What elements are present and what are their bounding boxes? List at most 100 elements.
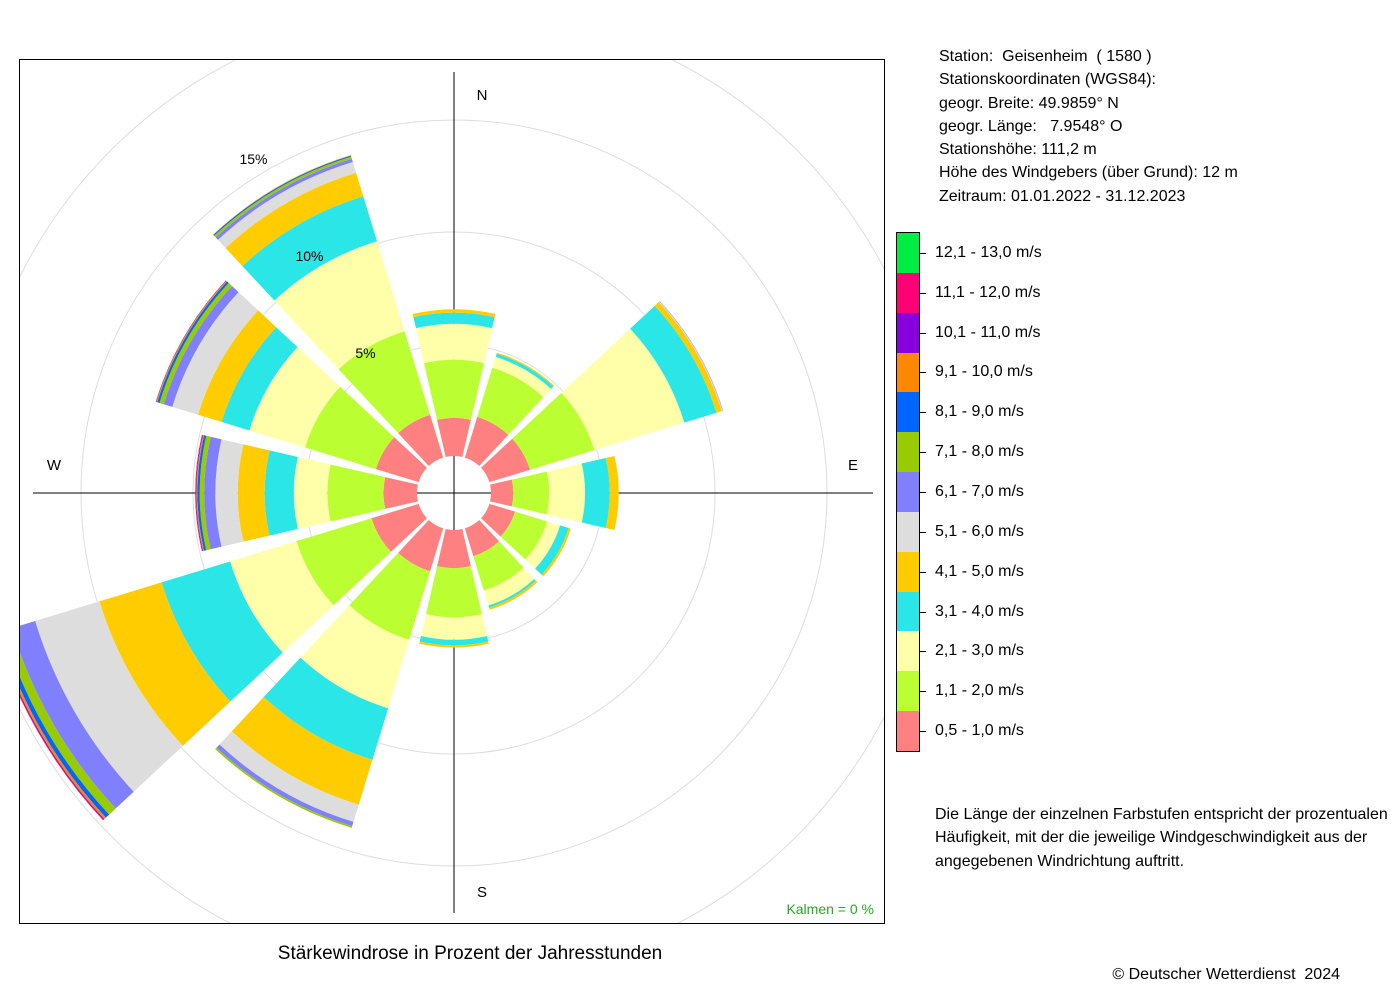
rose-segment-30-class-1 xyxy=(464,416,509,466)
legend-label: 1,1 - 2,0 m/s xyxy=(935,682,1024,700)
rose-segment-120-class-5 xyxy=(541,528,571,577)
rose-segment-210-class-6 xyxy=(219,731,359,822)
legend-label: 11,1 - 12,0 m/s xyxy=(935,283,1041,301)
rose-segment-330-class-3 xyxy=(274,241,405,370)
ring-label-5: 5% xyxy=(355,345,375,361)
explanation-note: Die Länge der einzelnen Farbstufen entsp… xyxy=(935,803,1395,873)
rose-segment-0-class-4 xyxy=(413,312,495,329)
legend-tick xyxy=(920,531,926,533)
speed-legend xyxy=(896,232,920,752)
rose-segment-30-class-4 xyxy=(495,353,554,389)
legend-tick xyxy=(920,452,926,454)
rose-segment-30-class-2 xyxy=(477,367,544,435)
rose-segment-270-class-5 xyxy=(237,444,270,542)
grid-ring-20 xyxy=(20,60,884,923)
rose-segment-330-class-5 xyxy=(225,172,364,267)
rose-segment-150-class-1 xyxy=(464,520,500,557)
rose-segment-180-class-5 xyxy=(419,641,489,648)
legend-label: 3,1 - 4,0 m/s xyxy=(935,602,1024,620)
rose-segment-240-class-7 xyxy=(20,621,134,809)
rose-segment-120-class-1 xyxy=(481,503,516,537)
legend-swatch xyxy=(897,511,919,553)
rose-segment-270-class-9 xyxy=(197,435,207,551)
rose-segment-270-class-1 xyxy=(383,477,418,509)
compass-label-e: E xyxy=(848,457,858,474)
legend-label: 0,5 - 1,0 m/s xyxy=(935,722,1024,740)
rose-segment-270-class-12 xyxy=(195,434,203,552)
rose-segment-270-class-10 xyxy=(196,435,205,551)
legend-label: 5,1 - 6,0 m/s xyxy=(935,522,1024,540)
rose-segment-240-class-8 xyxy=(20,652,116,815)
rose-segment-270-class-7 xyxy=(204,436,222,550)
rose-segment-330-class-2 xyxy=(338,331,431,434)
station-elevation: Stationshöhe: 111,2 m xyxy=(939,141,1097,159)
legend-swatch xyxy=(897,392,919,433)
station-info: Station: Geisenheim ( 1580 ) Stationskoo… xyxy=(939,45,1238,208)
legend-swatch xyxy=(897,432,919,473)
rose-segment-120-class-2 xyxy=(500,511,548,560)
rose-segment-90-class-1 xyxy=(490,479,514,507)
note-line-2: Häufigkeit, mit der die jeweilige Windge… xyxy=(935,829,1368,847)
compass-label-w: W xyxy=(47,457,62,474)
legend-label: 8,1 - 9,0 m/s xyxy=(935,403,1024,421)
rose-segment-270-class-2 xyxy=(327,464,386,522)
rose-segment-180-class-2 xyxy=(426,566,482,618)
rose-segment-210-class-7 xyxy=(216,744,354,827)
rose-segment-240-class-3 xyxy=(230,541,334,653)
station-name: Station: Geisenheim ( 1580 ) xyxy=(939,48,1152,65)
legend-swatch xyxy=(897,233,919,274)
legend-swatch xyxy=(897,591,919,632)
rose-segment-180-class-3 xyxy=(420,614,488,640)
legend-label: 7,1 - 8,0 m/s xyxy=(935,443,1024,461)
legend-label: 12,1 - 13,0 m/s xyxy=(935,243,1042,261)
rose-segment-330-class-6 xyxy=(217,162,357,249)
rose-segment-330-class-4 xyxy=(242,196,378,301)
station-coordinates-heading: Stationskoordinaten (WGS84): xyxy=(939,71,1156,89)
legend-swatch xyxy=(897,631,919,672)
copyright-notice: © Deutscher Wetterdienst 2024 xyxy=(1112,966,1340,983)
rose-segment-300-class-8 xyxy=(159,282,232,405)
rose-segment-30-class-3 xyxy=(492,356,552,398)
legend-swatch xyxy=(897,312,919,354)
rose-segment-60-class-3 xyxy=(561,328,685,451)
legend-swatch xyxy=(897,472,919,513)
wind-rose-plot: 5% 10% 15% N E S W Kalmen = 0 % xyxy=(19,59,885,924)
rose-segment-270-class-11 xyxy=(195,434,203,552)
rose-segment-0-class-1 xyxy=(437,417,471,457)
rose-segment-180-class-1 xyxy=(437,529,471,569)
legend-tick xyxy=(920,651,926,653)
station-longitude: geogr. Länge: 7.9548° O xyxy=(939,117,1123,135)
rose-segment-180-class-4 xyxy=(419,635,489,646)
rose-segment-270-class-3 xyxy=(293,456,331,530)
rose-segment-90-class-4 xyxy=(581,457,610,529)
legend-tick xyxy=(920,252,926,254)
legend-swatch xyxy=(897,352,919,393)
rose-segment-150-class-3 xyxy=(483,567,535,606)
legend-label: 6,1 - 7,0 m/s xyxy=(935,483,1024,500)
rose-segment-150-class-4 xyxy=(488,579,536,608)
rose-segment-300-class-5 xyxy=(197,310,277,422)
rose-segment-240-class-1 xyxy=(371,503,427,552)
rose-segment-210-class-2 xyxy=(349,552,431,640)
station-latitude: geogr. Breite: 49.9859° N xyxy=(939,94,1119,112)
legend-label: 4,1 - 5,0 m/s xyxy=(935,562,1024,580)
rose-segment-300-class-6 xyxy=(172,292,259,415)
time-period: Zeitraum: 01.01.2022 - 31.12.2023 xyxy=(939,187,1186,205)
rose-segment-300-class-2 xyxy=(305,386,395,470)
calm-label: Kalmen = 0 % xyxy=(786,901,874,917)
rose-segment-90-class-5 xyxy=(605,455,619,531)
rose-segment-210-class-3 xyxy=(300,605,410,709)
rose-segment-60-class-5 xyxy=(654,302,722,413)
compass-label-s: S xyxy=(477,884,487,901)
legend-tick xyxy=(920,571,926,573)
rose-segment-150-class-5 xyxy=(489,580,538,610)
legend-tick xyxy=(920,492,926,493)
rose-segment-60-class-4 xyxy=(630,305,717,423)
rose-segment-120-class-3 xyxy=(525,521,561,569)
rose-segment-270-class-6 xyxy=(215,439,244,547)
rose-segment-210-class-4 xyxy=(263,657,389,760)
legend-tick xyxy=(920,691,926,693)
rose-segment-240-class-5 xyxy=(99,582,231,746)
legend-tick xyxy=(920,611,926,613)
legend-tick xyxy=(920,372,926,374)
